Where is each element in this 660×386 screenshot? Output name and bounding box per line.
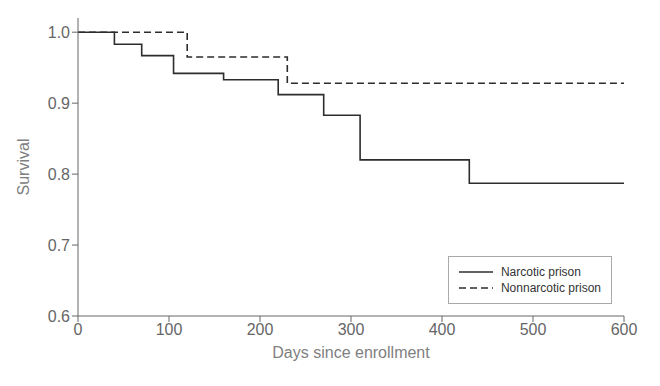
html-text:Nonnarcotic prison: Nonnarcotic prison — [500, 281, 601, 295]
svg-text:100: 100 — [156, 321, 183, 338]
svg-text:400: 400 — [429, 321, 456, 338]
svg-text:500: 500 — [520, 321, 547, 338]
svg-text:200: 200 — [247, 321, 274, 338]
svg-text:0: 0 — [74, 321, 83, 338]
svg-text:600: 600 — [611, 321, 638, 338]
svg-text:0.7: 0.7 — [48, 237, 70, 254]
svg-text:1.0: 1.0 — [48, 24, 70, 41]
svg-text:Survival: Survival — [15, 139, 32, 196]
html-text:Narcotic prison: Narcotic prison — [500, 265, 581, 279]
svg-text:Days since enrollment: Days since enrollment — [272, 344, 430, 361]
svg-text:0.6: 0.6 — [48, 308, 70, 325]
svg-text:0.8: 0.8 — [48, 166, 70, 183]
svg-text:0.9: 0.9 — [48, 95, 70, 112]
svg-text:300: 300 — [338, 321, 365, 338]
